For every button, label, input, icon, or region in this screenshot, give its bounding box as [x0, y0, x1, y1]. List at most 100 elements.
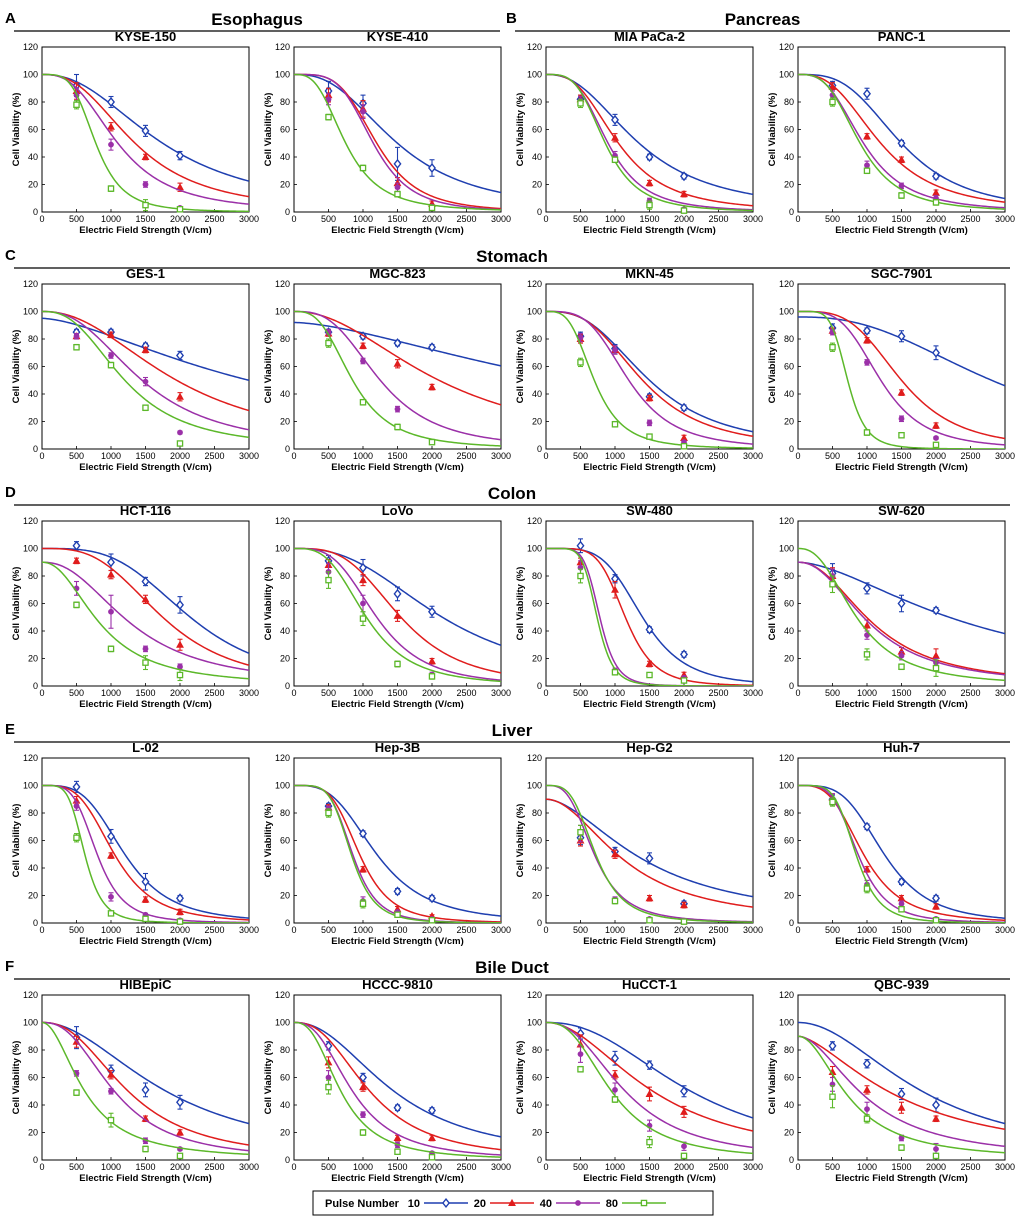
x-tick-label: 500 — [321, 214, 336, 224]
data-point — [73, 834, 80, 842]
y-axis-label: Cell Viability (%) — [11, 1041, 22, 1115]
x-tick-label: 1500 — [387, 214, 407, 224]
x-tick-label: 2500 — [204, 1162, 224, 1172]
y-tick-label: 80 — [28, 334, 38, 344]
data-point — [897, 138, 906, 149]
section-header-colon: Colon D — [5, 484, 1010, 506]
data-point — [107, 122, 115, 130]
series-80 — [546, 73, 753, 214]
y-axis-label: Cell Viability (%) — [11, 330, 22, 404]
data-point — [177, 663, 183, 670]
x-tick-label: 1500 — [135, 1162, 155, 1172]
y-tick-label: 120 — [23, 753, 38, 763]
x-tick-label: 1000 — [857, 214, 877, 224]
y-tick-label: 100 — [23, 1018, 38, 1028]
y-tick-label: 60 — [532, 125, 542, 135]
data-point — [576, 540, 585, 551]
y-tick-label: 100 — [23, 781, 38, 791]
data-point — [359, 1129, 367, 1136]
fit-curve-40 — [294, 1021, 501, 1156]
y-tick-label: 20 — [28, 1128, 38, 1138]
y-tick-label: 120 — [23, 42, 38, 52]
x-tick-label: 3000 — [491, 451, 511, 461]
series-10 — [294, 1021, 501, 1138]
section-header-bile-duct: Bile Duct F — [5, 958, 1010, 980]
data-point — [577, 1066, 584, 1073]
data-point — [72, 540, 81, 551]
data-point — [932, 893, 940, 904]
data-point — [393, 359, 402, 367]
data-point — [897, 876, 906, 887]
data-point — [611, 133, 619, 141]
y-tick-label: 40 — [784, 152, 794, 162]
x-tick-label: 2000 — [926, 688, 946, 698]
y-tick-label: 40 — [784, 863, 794, 873]
series-10 — [798, 73, 1005, 200]
data-point — [577, 359, 584, 366]
section-header-liver: Liver E — [5, 721, 1010, 743]
y-tick-label: 20 — [784, 1128, 794, 1138]
x-tick-label: 3000 — [491, 1162, 511, 1172]
y-tick-label: 80 — [532, 334, 542, 344]
section-title: Colon — [488, 484, 536, 503]
x-tick-label: 1000 — [101, 925, 121, 935]
y-tick-label: 40 — [280, 152, 290, 162]
x-tick-label: 1000 — [857, 1162, 877, 1172]
y-tick-label: 0 — [537, 681, 542, 691]
y-tick-label: 80 — [28, 808, 38, 818]
fit-curve-10 — [294, 1021, 501, 1138]
x-tick-label: 2000 — [674, 925, 694, 935]
y-tick-label: 0 — [789, 1155, 794, 1165]
x-tick-label: 2000 — [926, 214, 946, 224]
x-axis-label: Electric Field Strength (V/cm) — [835, 699, 968, 710]
y-tick-label: 80 — [280, 571, 290, 581]
data-point — [176, 1128, 184, 1136]
y-tick-label: 20 — [280, 417, 290, 427]
x-tick-label: 3000 — [239, 688, 259, 698]
x-tick-label: 3000 — [239, 925, 259, 935]
x-tick-label: 500 — [573, 451, 588, 461]
data-point — [359, 828, 367, 839]
data-point — [108, 608, 114, 615]
data-point — [863, 1058, 871, 1069]
data-point — [142, 645, 149, 652]
data-point — [680, 189, 688, 198]
data-point — [325, 1083, 332, 1091]
data-point — [107, 570, 115, 578]
x-tick-label: 500 — [321, 451, 336, 461]
chart-title: MGC-823 — [369, 266, 425, 281]
fit-curve-40 — [546, 73, 753, 211]
y-tick-label: 120 — [275, 516, 290, 526]
y-tick-label: 40 — [280, 389, 290, 399]
x-tick-label: 1000 — [605, 688, 625, 698]
data-point — [645, 151, 654, 163]
data-point — [645, 659, 654, 667]
y-tick-label: 60 — [784, 1073, 794, 1083]
y-tick-label: 80 — [532, 571, 542, 581]
y-tick-label: 0 — [789, 681, 794, 691]
chart-title: HCT-116 — [120, 503, 171, 518]
y-tick-label: 120 — [779, 516, 794, 526]
x-tick-label: 3000 — [995, 688, 1015, 698]
y-tick-label: 100 — [527, 70, 542, 80]
chart-kyse-150: KYSE-150 0 20 40 60 80 100 120 0 500 1000 1500 2000 2… — [11, 29, 259, 236]
y-tick-label: 60 — [280, 1073, 290, 1083]
data-point — [176, 907, 184, 915]
data-point — [932, 902, 940, 910]
panel-letter: B — [506, 10, 517, 27]
series-80 — [294, 784, 501, 924]
fit-curve-20 — [546, 310, 753, 438]
data-point — [680, 900, 688, 909]
x-tick-label: 2000 — [674, 214, 694, 224]
x-tick-label: 2000 — [674, 688, 694, 698]
x-tick-label: 1500 — [387, 688, 407, 698]
x-tick-label: 0 — [795, 451, 800, 461]
legend-label: 20 — [474, 1198, 486, 1210]
series-40 — [798, 561, 1005, 676]
data-point — [863, 132, 871, 140]
y-axis-label: Cell Viability (%) — [263, 567, 274, 641]
x-tick-label: 0 — [543, 214, 548, 224]
data-point — [107, 831, 115, 842]
data-point — [611, 156, 619, 163]
x-tick-label: 3000 — [743, 1162, 763, 1172]
